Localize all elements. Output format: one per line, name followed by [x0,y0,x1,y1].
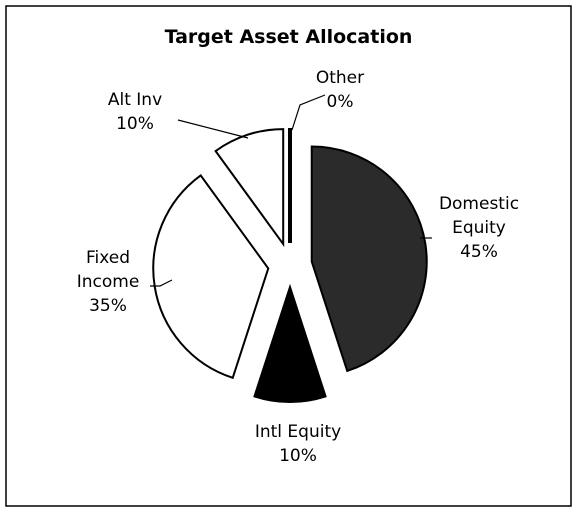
pie-slice [253,283,327,403]
chart-frame [5,5,572,507]
pie-slice [152,174,270,380]
slice-name: Other [315,68,365,88]
slice-label: Alt Inv 10% [95,88,175,136]
leader-line [150,279,173,287]
slice-value: 0% [326,92,354,112]
slice-name: Fixed Income [76,248,140,292]
slice-label: Intl Equity 10% [243,420,353,468]
pie-slice [214,128,285,248]
slice-value: 45% [460,242,498,262]
pie-slice [310,145,428,373]
slice-value: 10% [116,114,154,134]
chart-title: Target Asset Allocation [164,26,413,48]
slice-value: 10% [279,446,317,466]
slice-name: Alt Inv [107,90,163,110]
slice-value: 35% [89,296,127,316]
slice-label: Domestic Equity 45% [434,192,524,264]
leader-lines [150,94,432,287]
slices [152,128,428,403]
slice-label: Other 0% [305,66,375,114]
leader-line [291,94,326,131]
leader-line [177,119,249,139]
slice-name: Intl Equity [254,422,342,442]
slice-name: Domestic Equity [438,194,520,238]
slice-label: Fixed Income 35% [58,246,158,318]
